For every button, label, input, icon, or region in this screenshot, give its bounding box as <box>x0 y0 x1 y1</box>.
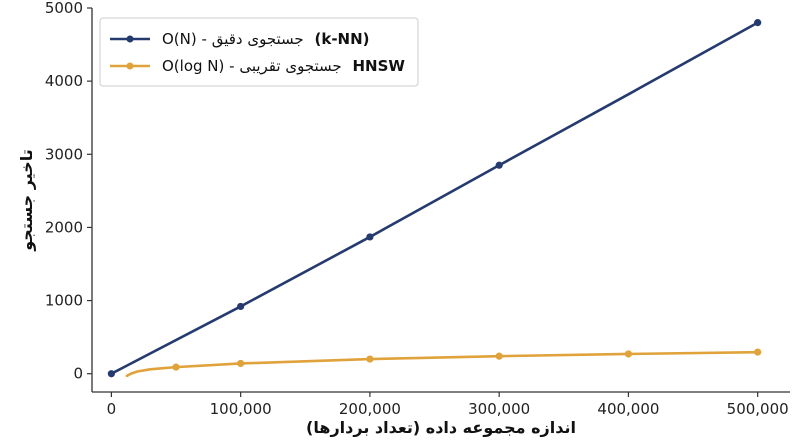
data-point-exact-knn <box>366 233 374 241</box>
x-tick-label: 300,000 <box>468 400 530 418</box>
legend-label-approx-hnsw-plain: O(log N) - جستجوی تقریبی <box>162 57 342 75</box>
x-tick-label: 200,000 <box>339 400 401 418</box>
legend-marker-exact-knn <box>126 35 134 43</box>
legend: O(N) - جستجوی دقیق (k-NN) O(log N) - جست… <box>99 17 419 87</box>
legend-entry-exact-knn: O(N) - جستجوی دقیق (k-NN) <box>110 30 370 48</box>
x-axis-title: اندازه مجموعه داده (تعداد بردارها) <box>306 418 576 437</box>
x-tick-label: 0 <box>107 400 117 418</box>
data-point-exact-knn <box>237 302 245 311</box>
data-point-approx-hnsw <box>754 348 762 356</box>
legend-label-exact-knn-bold: (k-NN) <box>314 30 369 48</box>
data-point-approx-hnsw <box>624 350 633 358</box>
axes <box>91 8 790 393</box>
y-tick-label: 1000 <box>45 292 83 310</box>
legend-box <box>99 17 419 87</box>
legend-label-exact-knn-plain: O(N) - جستجوی دقیق <box>162 30 304 48</box>
series-layer <box>107 19 762 378</box>
y-tick-label: 4000 <box>45 72 83 90</box>
data-point-exact-knn <box>107 370 115 378</box>
x-tick-label: 500,000 <box>727 400 789 418</box>
legend-marker-approx-hnsw <box>126 62 134 70</box>
x-tick-label: 400,000 <box>597 400 659 418</box>
data-point-approx-hnsw <box>366 355 374 363</box>
ticks: 0 100,000 200,000 300,000 400,000 500,000 0 100… <box>45 0 789 418</box>
data-point-approx-hnsw <box>495 352 503 360</box>
y-axis-title: تاخیر جستجو <box>17 149 36 252</box>
data-point-exact-knn <box>495 161 503 169</box>
data-point-exact-knn <box>754 19 762 27</box>
data-point-approx-hnsw <box>237 359 245 368</box>
data-point-approx-hnsw <box>172 363 180 371</box>
y-tick-label: 2000 <box>45 218 83 236</box>
legend-entry-approx-hnsw: O(log N) - جستجوی تقریبی HNSW <box>110 57 405 75</box>
legend-label-exact-knn: O(N) - جستجوی دقیق (k-NN) <box>162 30 370 48</box>
y-tick-label: 3000 <box>45 145 83 163</box>
series-line-approx-hnsw <box>125 350 759 378</box>
x-tick-label: 100,000 <box>210 400 272 418</box>
y-tick-label: 5000 <box>45 0 83 17</box>
y-tick-label: 0 <box>73 365 83 383</box>
legend-label-approx-hnsw-bold: HNSW <box>352 57 405 75</box>
series-line-exact-knn <box>110 21 759 376</box>
legend-label-approx-hnsw: O(log N) - جستجوی تقریبی HNSW <box>162 57 405 75</box>
